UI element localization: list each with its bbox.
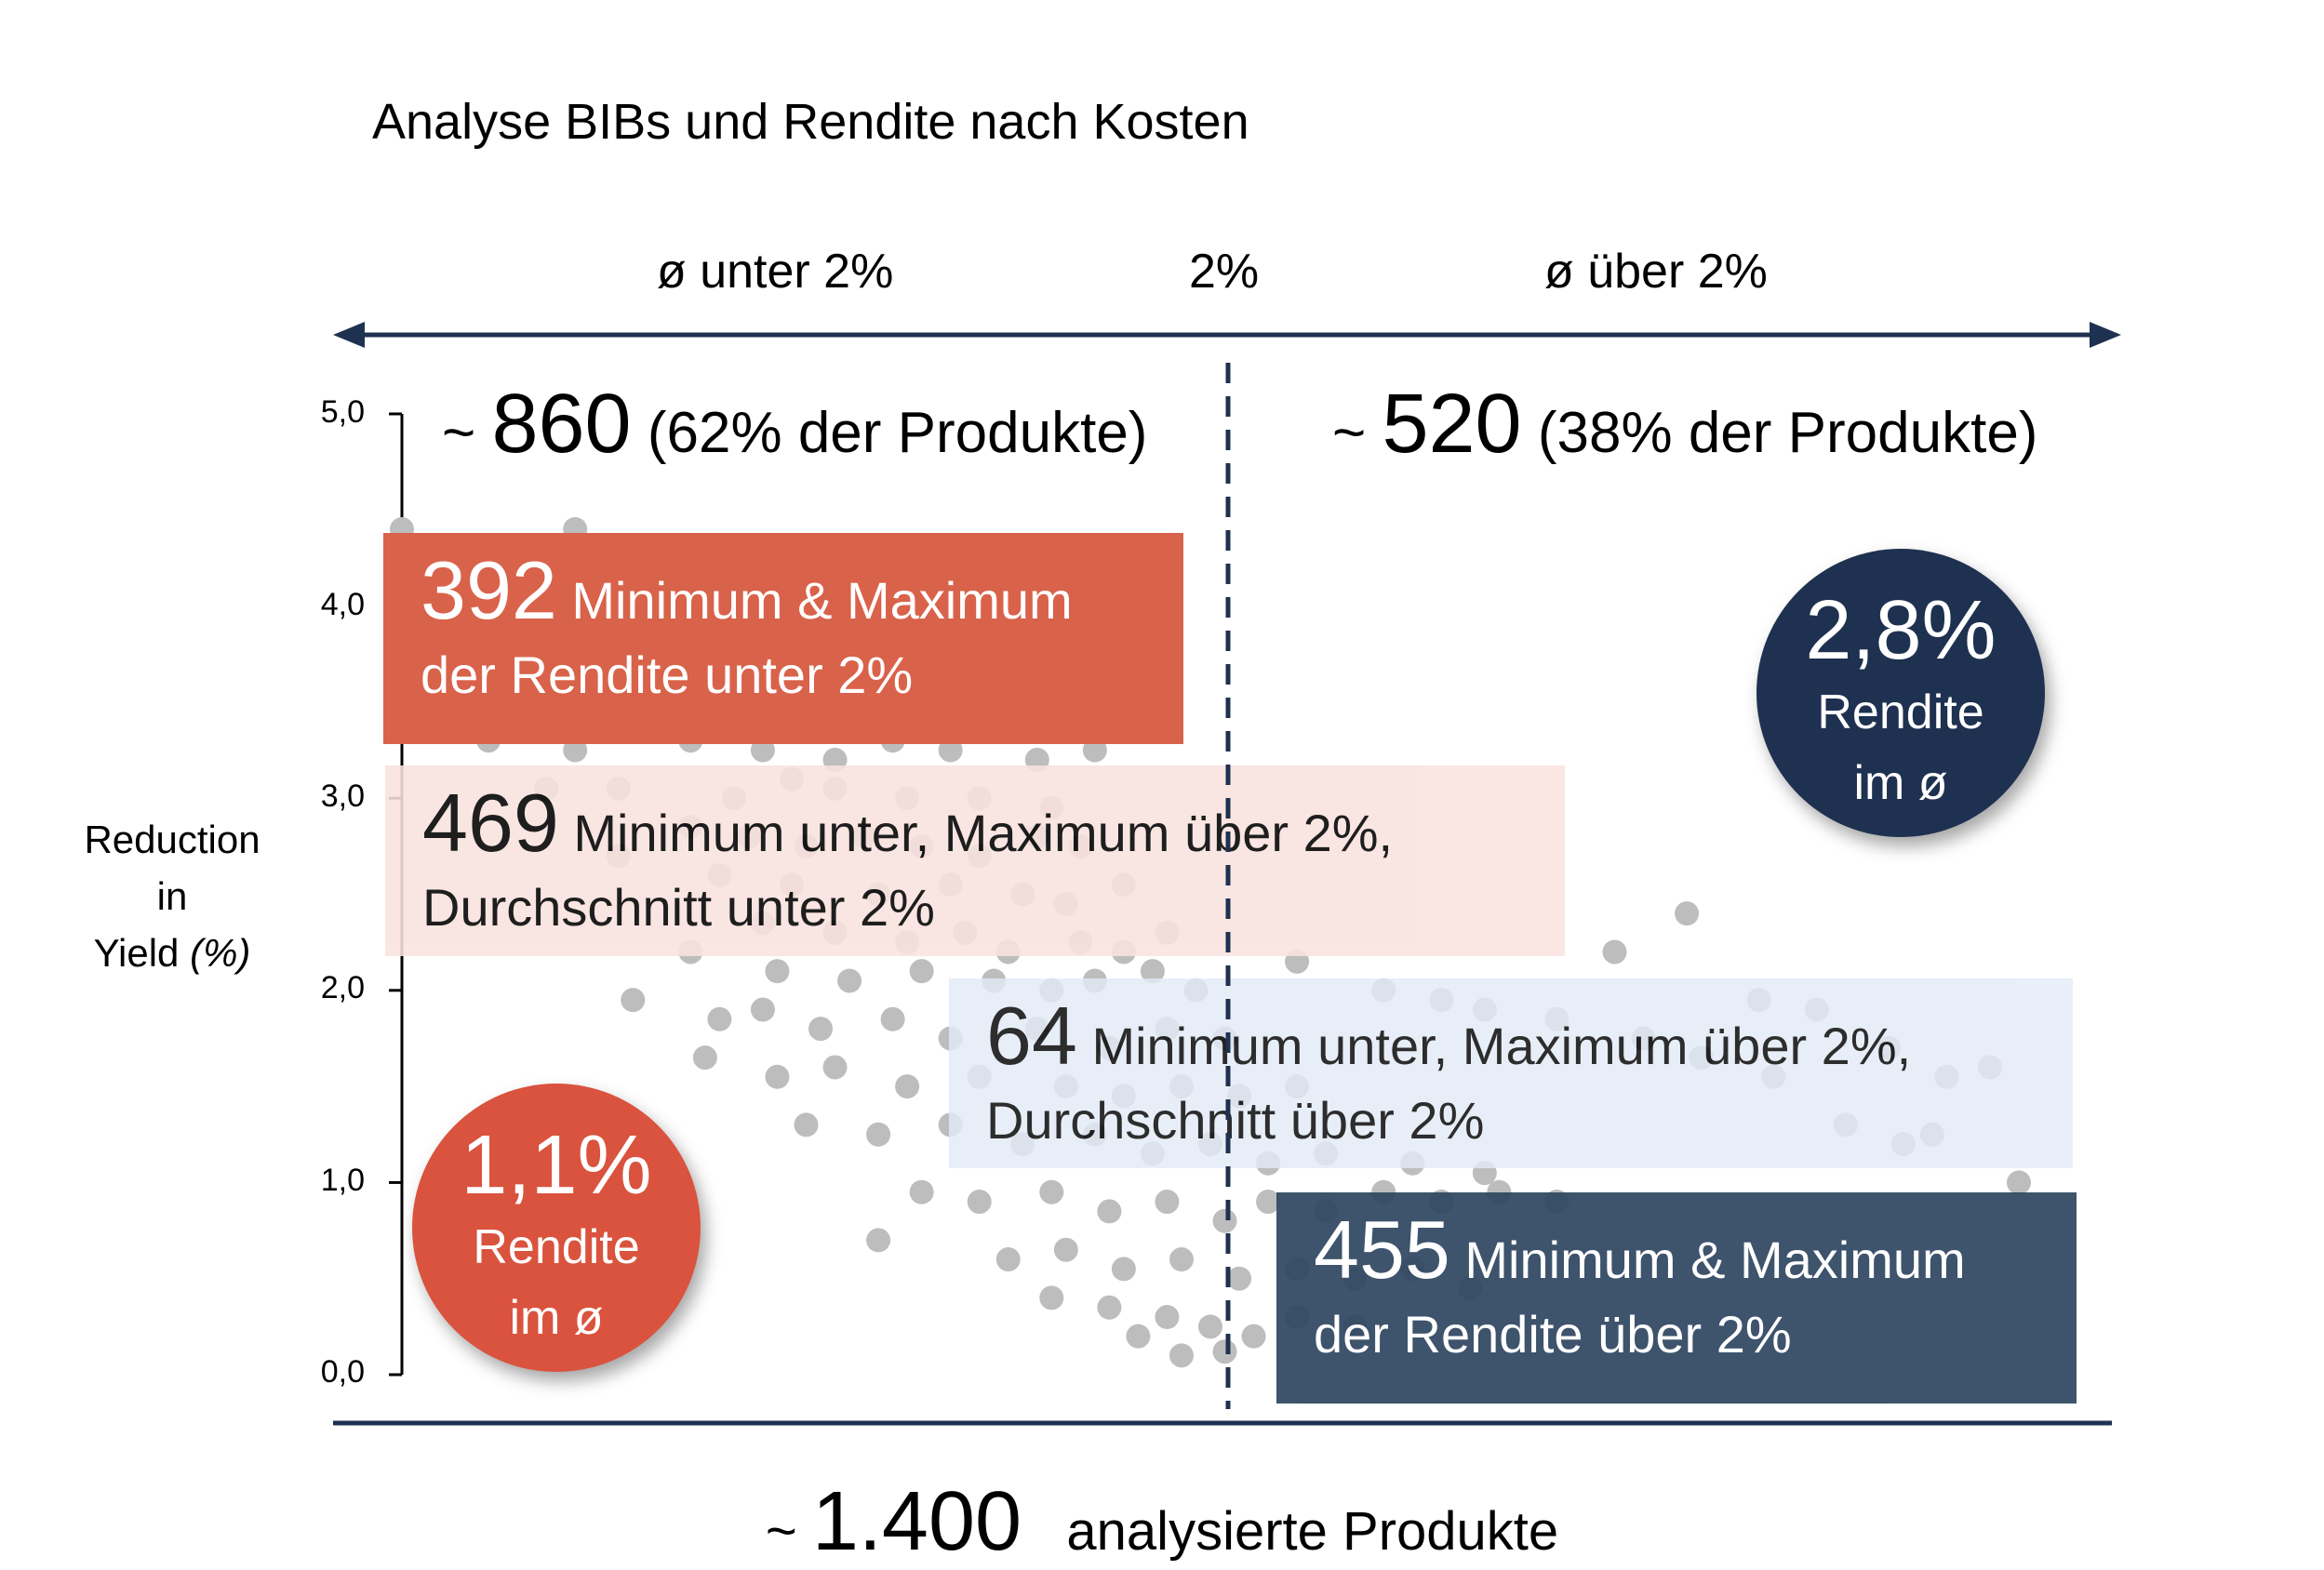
count-right-tilde: ~ bbox=[1332, 401, 1367, 465]
box-455-line1: Minimum & Maximum bbox=[1464, 1231, 1966, 1289]
scatter-point bbox=[794, 1112, 819, 1138]
scatter-point bbox=[938, 738, 963, 763]
avg-yield-circle-left: 1,1% Rendite im ø bbox=[412, 1084, 701, 1372]
y-axis-label-unit: (%) bbox=[190, 931, 251, 975]
y-tick-label-4: 4,0 bbox=[320, 587, 365, 622]
category-box-469: 469 Minimum unter, Maximum über 2%, Durc… bbox=[385, 765, 1565, 956]
scatter-point bbox=[750, 997, 775, 1022]
scatter-point bbox=[1241, 1324, 1266, 1349]
y-axis-label-line1: Reduction bbox=[84, 818, 260, 861]
scatter-point bbox=[866, 1228, 891, 1253]
count-left-number: 860 bbox=[491, 378, 632, 471]
scatter-point bbox=[1053, 1237, 1078, 1262]
count-right-note: (38% der Produkte) bbox=[1537, 401, 2038, 465]
top-label-right: ø über 2% bbox=[1544, 245, 1768, 299]
scatter-point bbox=[563, 738, 588, 763]
box-64-number: 64 bbox=[986, 990, 1077, 1082]
scatter-point bbox=[765, 1064, 790, 1089]
scatter-point bbox=[1198, 1314, 1222, 1339]
footer-text: analysierte Produkte bbox=[1066, 1501, 1559, 1562]
count-right-number: 520 bbox=[1382, 378, 1522, 471]
top-label-center: 2% bbox=[1189, 245, 1260, 299]
scatter-point bbox=[1140, 959, 1165, 984]
count-right: ~ 520 (38% der Produkte) bbox=[1332, 377, 2037, 472]
avg-yield-right-line2: im ø bbox=[1853, 756, 1948, 810]
category-box-64: 64 Minimum unter, Maximum über 2%, Durch… bbox=[949, 978, 2073, 1168]
count-left: ~ 860 (62% der Produkte) bbox=[442, 377, 1147, 472]
scatter-point bbox=[707, 1006, 732, 1031]
scatter-point bbox=[822, 1055, 848, 1080]
scatter-point bbox=[895, 1074, 920, 1099]
count-left-tilde: ~ bbox=[442, 401, 476, 465]
scatter-point bbox=[837, 968, 862, 993]
footer-total: ~ 1.400 analysierte Produkte bbox=[0, 1474, 2324, 1570]
scatter-point bbox=[1212, 1339, 1237, 1364]
box-455-number: 455 bbox=[1314, 1204, 1450, 1296]
avg-yield-right-value: 2,8% bbox=[1805, 584, 1997, 677]
scatter-point bbox=[1097, 1295, 1122, 1320]
scatter-point bbox=[621, 988, 646, 1013]
scatter-point bbox=[1602, 939, 1627, 965]
box-64-line2: Durchschnitt über 2% bbox=[986, 1091, 1485, 1150]
box-469-line2: Durchschnitt unter 2% bbox=[422, 878, 935, 937]
y-tick-label-0: 0,0 bbox=[320, 1354, 365, 1390]
avg-yield-right-line1: Rendite bbox=[1817, 685, 1984, 739]
scatter-point bbox=[1039, 1179, 1064, 1204]
scatter-point bbox=[1675, 901, 1700, 926]
scatter-point bbox=[1111, 1257, 1136, 1282]
y-tick-label-1: 1,0 bbox=[320, 1163, 365, 1198]
box-455-line2: der Rendite über 2% bbox=[1314, 1305, 1792, 1364]
scatter-point bbox=[1212, 1208, 1237, 1233]
scatter-point bbox=[692, 1045, 717, 1071]
scatter-point bbox=[866, 1122, 891, 1147]
y-axis-label-line2: in bbox=[156, 874, 188, 918]
scatter-point bbox=[1097, 1199, 1122, 1224]
avg-yield-left-line2: im ø bbox=[509, 1291, 604, 1345]
scatter-point bbox=[1082, 738, 1107, 763]
scatter-point bbox=[750, 738, 775, 763]
y-tick-label-3: 3,0 bbox=[320, 778, 365, 814]
chart-title: Analyse BIBs und Rendite nach Kosten bbox=[372, 94, 1249, 150]
scatter-point bbox=[808, 1017, 834, 1042]
box-64-line1: Minimum unter, Maximum über 2%, bbox=[1091, 1017, 1912, 1075]
scatter-point bbox=[1155, 1305, 1180, 1330]
scatter-point bbox=[995, 1247, 1021, 1272]
scatter-point bbox=[1155, 1190, 1180, 1215]
scatter-point bbox=[1126, 1324, 1151, 1349]
scatter-point bbox=[880, 1006, 905, 1031]
avg-yield-left-line1: Rendite bbox=[473, 1220, 640, 1274]
top-arrow bbox=[333, 322, 2121, 348]
footer-tilde: ~ bbox=[765, 1501, 797, 1562]
scatter-point bbox=[909, 1179, 934, 1204]
box-392-number: 392 bbox=[421, 544, 557, 636]
y-axis-label-line3: Yield bbox=[93, 931, 180, 975]
count-left-note: (62% der Produkte) bbox=[647, 401, 1148, 465]
y-axis-label: Reduction in Yield (%) bbox=[51, 811, 293, 981]
footer-number: 1.400 bbox=[811, 1475, 1022, 1568]
scatter-point bbox=[765, 959, 790, 984]
scatter-point bbox=[1227, 1266, 1252, 1291]
box-392-line2: der Rendite unter 2% bbox=[421, 645, 914, 704]
category-box-392: 392 Minimum & Maximum der Rendite unter … bbox=[383, 533, 1183, 744]
y-tick-label-5: 5,0 bbox=[320, 394, 365, 430]
y-tick-label-2: 2,0 bbox=[320, 970, 365, 1005]
category-box-455: 455 Minimum & Maximum der Rendite über 2… bbox=[1276, 1192, 2077, 1404]
scatter-point bbox=[1256, 1190, 1281, 1215]
scatter-point bbox=[1169, 1343, 1194, 1368]
scatter-point bbox=[2007, 1170, 2031, 1195]
box-392-line1: Minimum & Maximum bbox=[571, 571, 1073, 630]
scatter-point bbox=[967, 1190, 992, 1215]
avg-yield-left-value: 1,1% bbox=[461, 1119, 652, 1212]
box-469-line1: Minimum unter, Maximum über 2%, bbox=[573, 804, 1394, 862]
box-469-number: 469 bbox=[422, 777, 559, 869]
scatter-point bbox=[909, 959, 934, 984]
top-label-left: ø unter 2% bbox=[657, 245, 894, 299]
scatter-point bbox=[1169, 1247, 1194, 1272]
scatter-point bbox=[1039, 1285, 1064, 1311]
avg-yield-circle-right: 2,8% Rendite im ø bbox=[1756, 549, 2045, 837]
